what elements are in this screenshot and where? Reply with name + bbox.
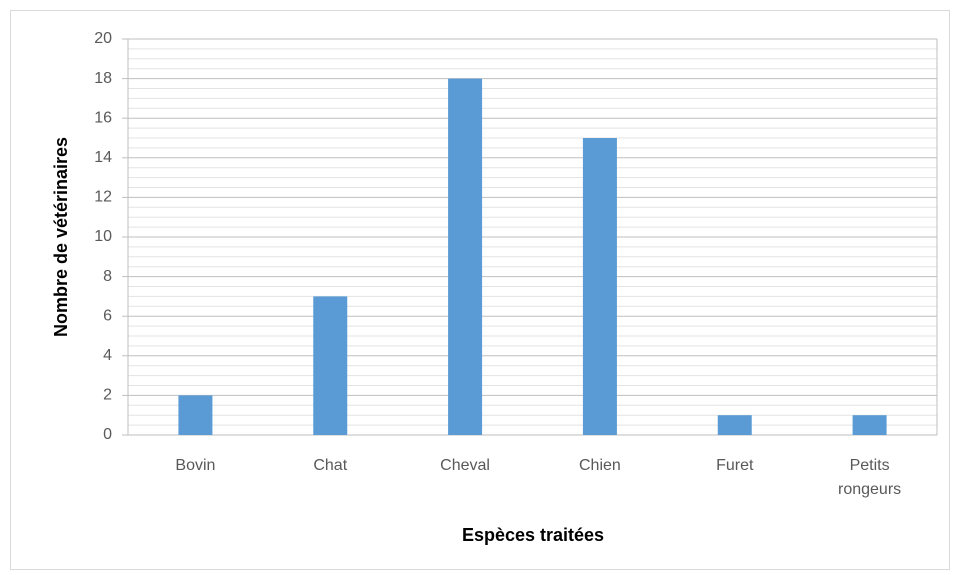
y-tick-label: 8 — [103, 268, 112, 285]
y-tick-label: 2 — [103, 387, 112, 404]
y-tick-label: 10 — [94, 228, 112, 245]
y-tick-label: 4 — [103, 347, 112, 364]
x-tick-label: Petits rongeurs — [838, 457, 901, 498]
bar — [448, 78, 483, 435]
bar — [178, 395, 213, 435]
x-tick-label: Chat — [313, 457, 347, 474]
x-tick-label: Chien — [579, 457, 621, 474]
y-tick-label: 16 — [94, 109, 112, 126]
y-tick-label: 6 — [103, 307, 112, 324]
y-tick-label: 18 — [94, 70, 112, 87]
y-tick-label: 20 — [94, 30, 112, 47]
bar — [582, 138, 617, 435]
y-axis-label: Nombre de vétérinaires — [51, 137, 71, 337]
x-tick-label: Bovin — [175, 457, 215, 474]
x-tick-label: Cheval — [440, 457, 490, 474]
y-tick-label: 14 — [94, 149, 112, 166]
bar — [717, 415, 752, 435]
y-tick-label: 12 — [94, 189, 112, 206]
bar — [852, 415, 887, 435]
y-tick-label: 0 — [103, 426, 112, 443]
x-tick-label: Furet — [716, 457, 754, 474]
bar — [313, 296, 348, 435]
x-axis-label: Espèces traitées — [462, 525, 604, 545]
